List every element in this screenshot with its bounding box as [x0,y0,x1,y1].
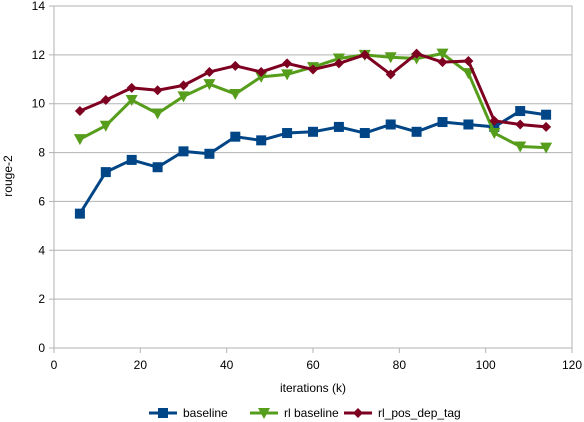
series-rl-pos-dep-tag [74,48,552,132]
y-tick-label: 6 [38,194,45,208]
data-point-baseline [489,121,500,132]
data-point-baseline [333,121,344,132]
data-point-baseline [100,167,111,178]
series-rl-baseline [73,48,553,154]
data-point-rl-pos-dep-tag [126,82,137,93]
x-tick-label: 100 [476,358,496,372]
y-tick-label: 8 [38,146,45,160]
data-point-baseline [230,131,241,142]
y-axis-title: rouge-2 [1,155,15,197]
data-point-rl-baseline [99,120,112,132]
data-point-rl-pos-dep-tag [100,95,111,106]
legend-marker-rl-baseline [258,408,270,419]
data-point-rl-pos-dep-tag [385,69,396,80]
data-point-rl-pos-dep-tag [411,48,422,59]
data-point-baseline [411,126,422,137]
data-point-baseline [282,128,293,139]
x-tick-label: 20 [134,358,148,372]
x-tick-label: 0 [51,358,58,372]
data-point-rl-pos-dep-tag [282,58,293,69]
data-point-baseline [463,119,474,130]
axes: 0 2 4 6 8 10 12 14 0 20 40 60 80 100 120 [32,0,583,372]
data-point-rl-baseline [73,134,86,146]
series-baseline [74,106,552,219]
data-point-rl-baseline [384,52,397,64]
y-tick-label: 4 [38,243,45,257]
legend-label-baseline: baseline [183,406,228,420]
data-point-baseline [152,162,163,173]
data-point-rl-pos-dep-tag [74,106,85,117]
data-point-baseline [308,126,318,137]
y-tick-label: 2 [38,292,45,306]
data-point-rl-baseline [540,142,553,154]
legend: baseline rl baseline rl_pos_dep_tag [149,406,461,420]
data-point-rl-pos-dep-tag [204,66,215,77]
data-point-rl-baseline [229,88,242,100]
data-point-rl-pos-dep-tag [230,60,241,71]
data-point-rl-baseline [255,71,268,83]
x-axis-title: iterations (k) [280,381,346,395]
data-point-baseline [515,106,526,117]
data-point-baseline [178,146,189,157]
x-tick-label: 40 [220,358,234,372]
data-point-rl-pos-dep-tag [152,85,163,96]
legend-item-rl-baseline: rl baseline [250,406,339,420]
x-tick-label: 120 [562,358,582,372]
data-point-rl-baseline [151,108,164,120]
x-tick-label: 80 [393,358,407,372]
data-point-rl-baseline [203,79,216,91]
data-point-rl-baseline [488,128,501,140]
data-point-baseline [256,135,267,146]
data-point-rl-pos-dep-tag [359,49,370,60]
data-point-rl-pos-dep-tag [541,121,552,132]
data-point-rl-baseline [281,69,294,81]
data-point-rl-baseline [436,48,449,60]
series-line-baseline [78,109,547,215]
data-point-rl-pos-dep-tag [515,119,526,130]
legend-marker-baseline [158,408,168,418]
data-point-baseline [126,154,137,165]
legend-label-rl-pos-dep-tag: rl_pos_dep_tag [378,406,461,420]
data-point-rl-pos-dep-tag [178,80,189,91]
data-point-rl-baseline [177,91,190,103]
y-tick-label: 14 [32,0,46,13]
data-point-baseline [74,208,85,219]
y-tick-label: 12 [32,48,46,62]
plot-area-border [53,5,573,349]
data-point-rl-pos-dep-tag [463,55,474,66]
data-point-rl-pos-dep-tag [489,115,500,126]
data-point-rl-pos-dep-tag [437,57,448,68]
data-point-rl-pos-dep-tag [308,64,318,75]
data-point-rl-pos-dep-tag [333,58,344,69]
data-point-baseline [359,128,370,139]
x-tick-label: 60 [306,358,320,372]
legend-label-rl-baseline: rl baseline [284,406,339,420]
legend-item-rl-pos-dep-tag: rl_pos_dep_tag [344,406,461,420]
legend-marker-rl-pos-dep-tag [353,408,363,418]
data-point-rl-pos-dep-tag [256,66,267,77]
data-point-rl-baseline [514,141,527,153]
data-point-baseline [204,148,215,159]
gridlines [54,5,572,349]
data-point-baseline [385,119,396,130]
data-point-baseline [541,109,552,120]
series-group [73,48,553,219]
y-tick-label: 10 [32,97,46,111]
data-point-baseline [437,117,448,128]
legend-item-baseline: baseline [149,406,228,420]
data-point-rl-baseline [125,95,138,107]
y-tick-label: 0 [38,341,45,355]
